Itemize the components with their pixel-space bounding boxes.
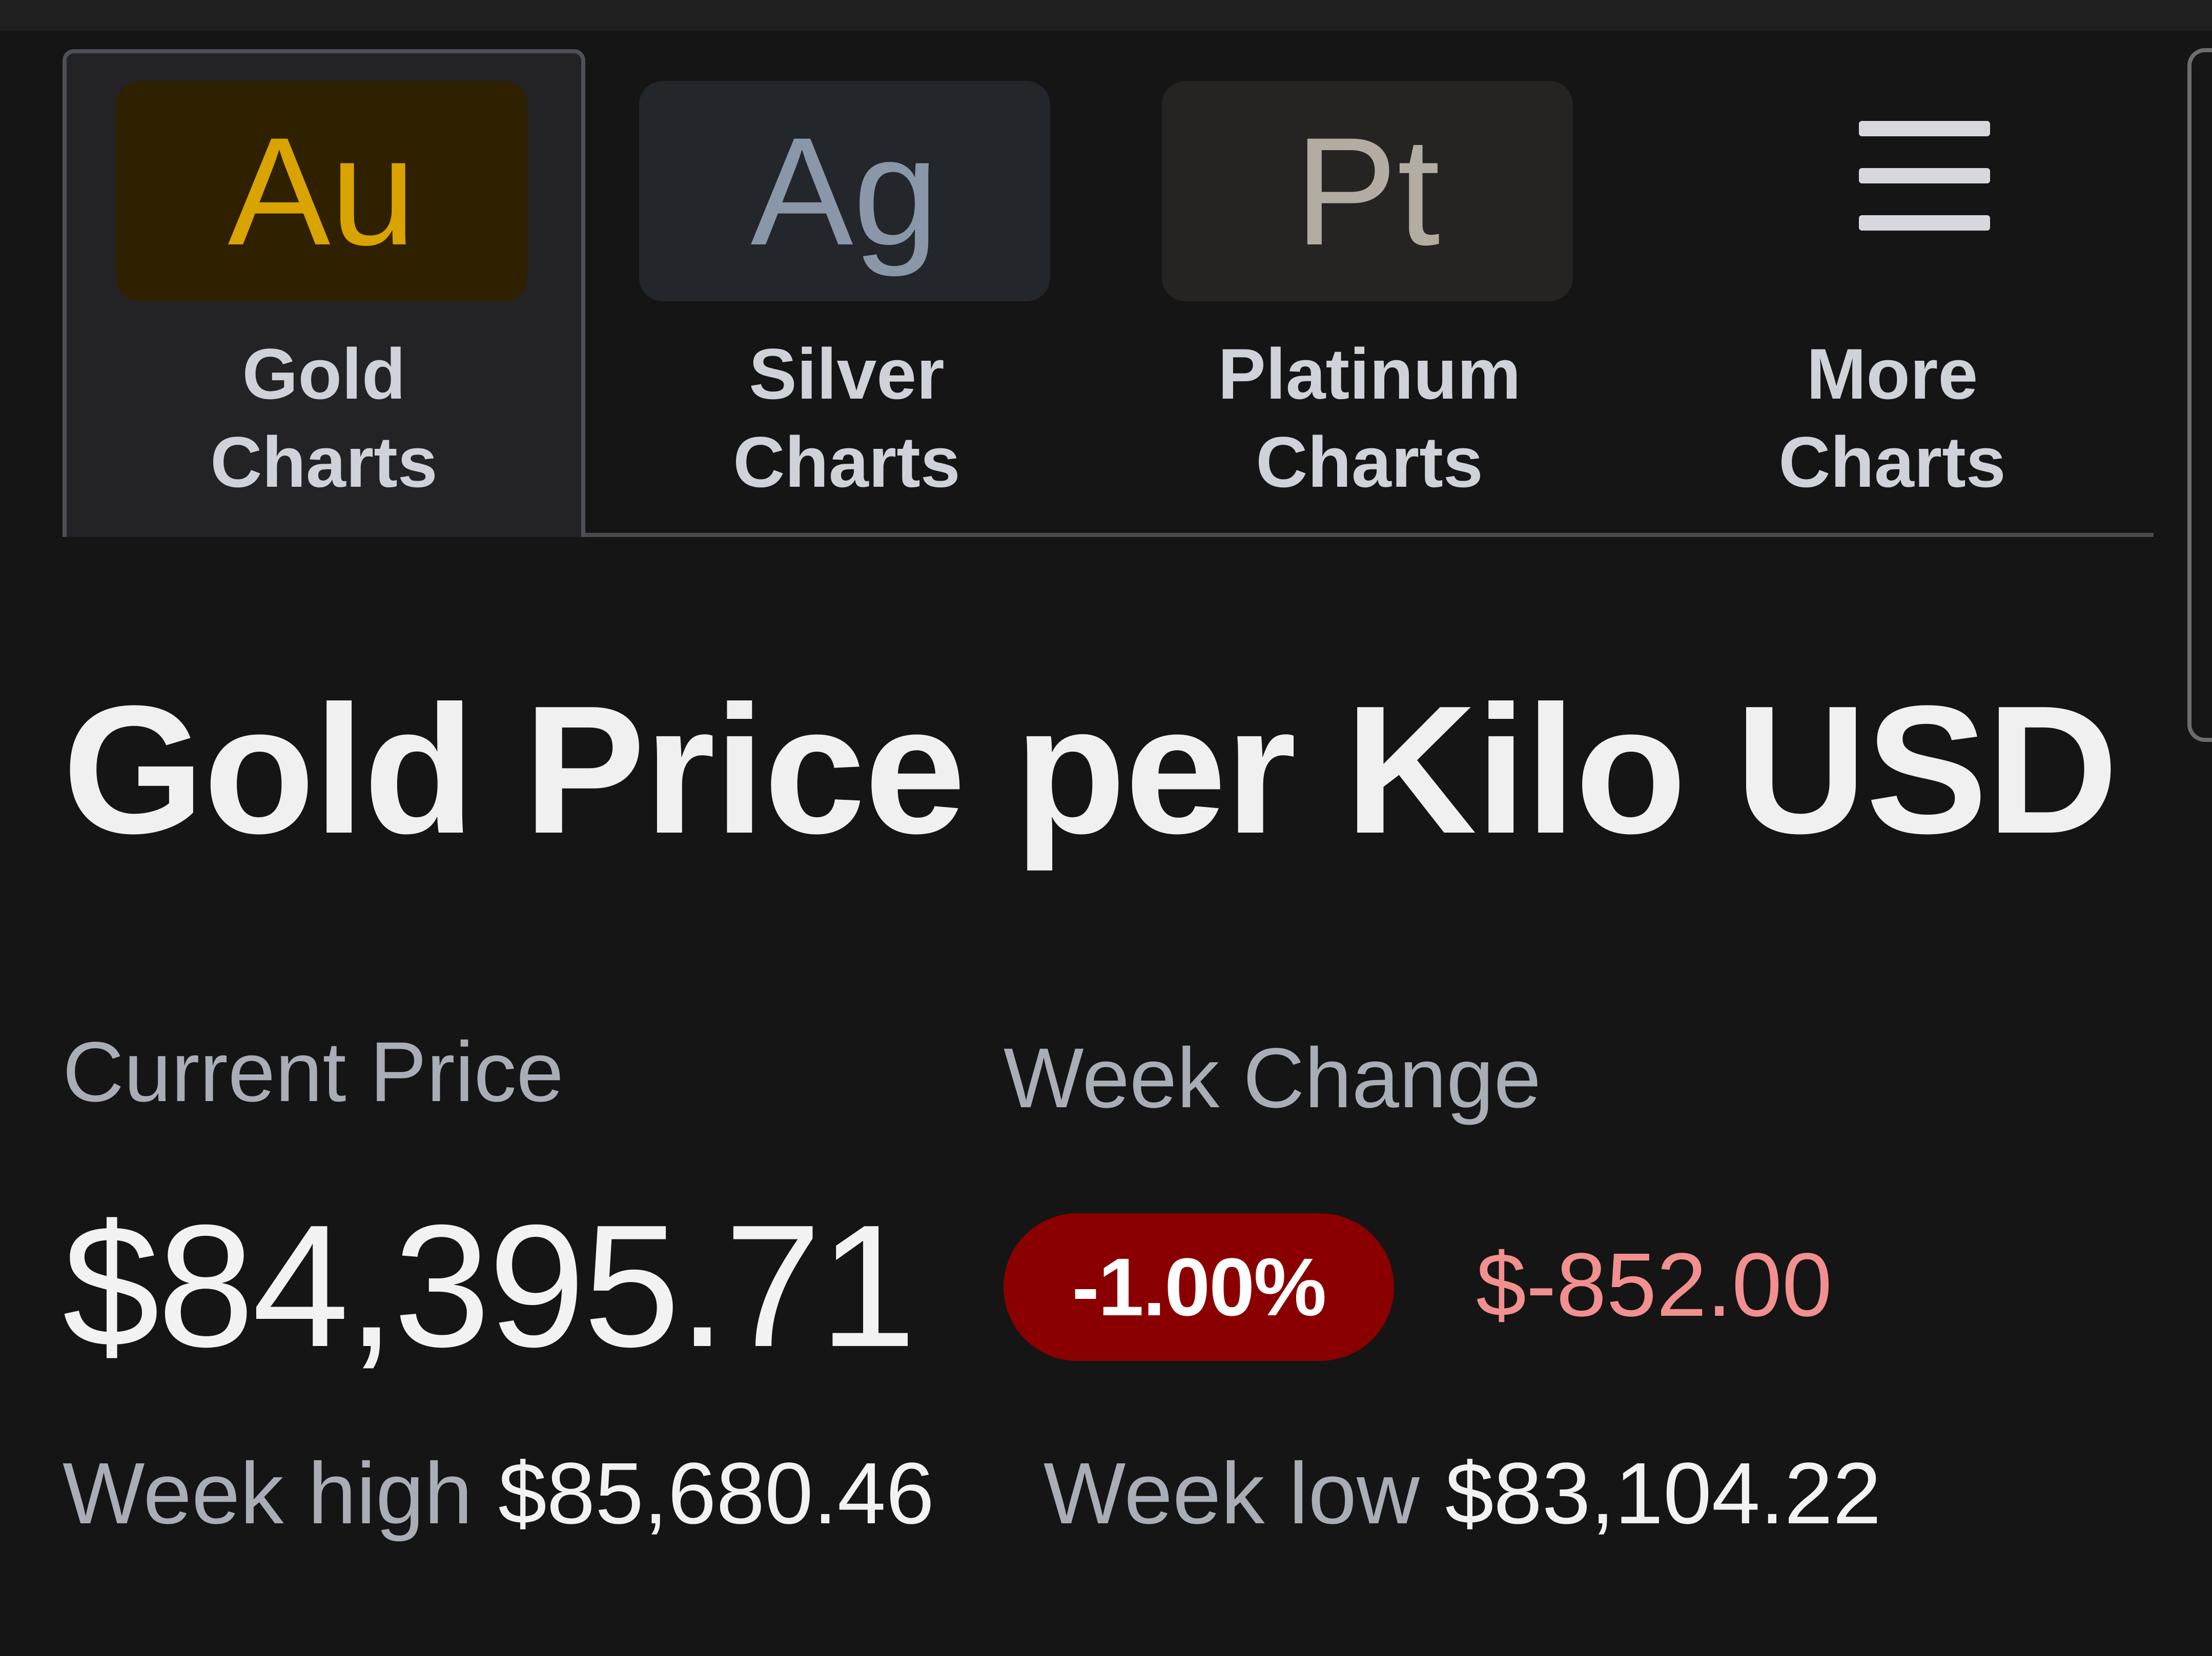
current-price-label: Current Price [63,1025,564,1120]
week-low-value: $83,104.22 [1445,1445,1881,1542]
tabs-divider [63,533,2154,537]
metal-tabs: Au Gold Charts Ag Silver Charts Pt Plati… [63,49,2154,537]
week-low-label: Week low [1043,1445,1420,1542]
tab-label: More Charts [1778,334,2006,502]
platinum-symbol-box: Pt [1162,81,1573,301]
current-price-value: $84,395.71 [63,1189,916,1383]
tab-silver-charts[interactable]: Ag Silver Charts [585,49,1108,537]
week-high-value: $85,680.46 [498,1445,934,1542]
tab-label: Gold Charts [210,334,438,502]
tab-label: Platinum Charts [1218,334,1521,502]
tab-gold-charts[interactable]: Au Gold Charts [63,49,585,537]
status-bar [0,0,2212,31]
week-change-amount: $-852.00 [1476,1235,1832,1335]
week-low: Week low $83,104.22 [1043,1450,1881,1537]
tab-label: Silver Charts [733,334,960,502]
silver-symbol-box: Ag [639,81,1050,301]
week-change-label: Week Change [1003,1031,1541,1126]
tab-more-charts[interactable]: More Charts [1631,49,2154,537]
week-high-label: Week high [63,1445,473,1542]
gold-symbol-box: Au [116,81,527,301]
gold-symbol: Au [228,105,416,277]
platinum-symbol: Pt [1295,105,1440,277]
silver-symbol: Ag [750,105,939,277]
week-change-percent-badge: -1.00% [1003,1213,1394,1361]
scrollbar[interactable] [2187,48,2212,742]
menu-icon [1859,121,1990,231]
tab-platinum-charts[interactable]: Pt Platinum Charts [1108,49,1631,537]
week-high: Week high $85,680.46 [63,1450,934,1537]
page-title: Gold Price per Kilo USD [63,668,2118,872]
